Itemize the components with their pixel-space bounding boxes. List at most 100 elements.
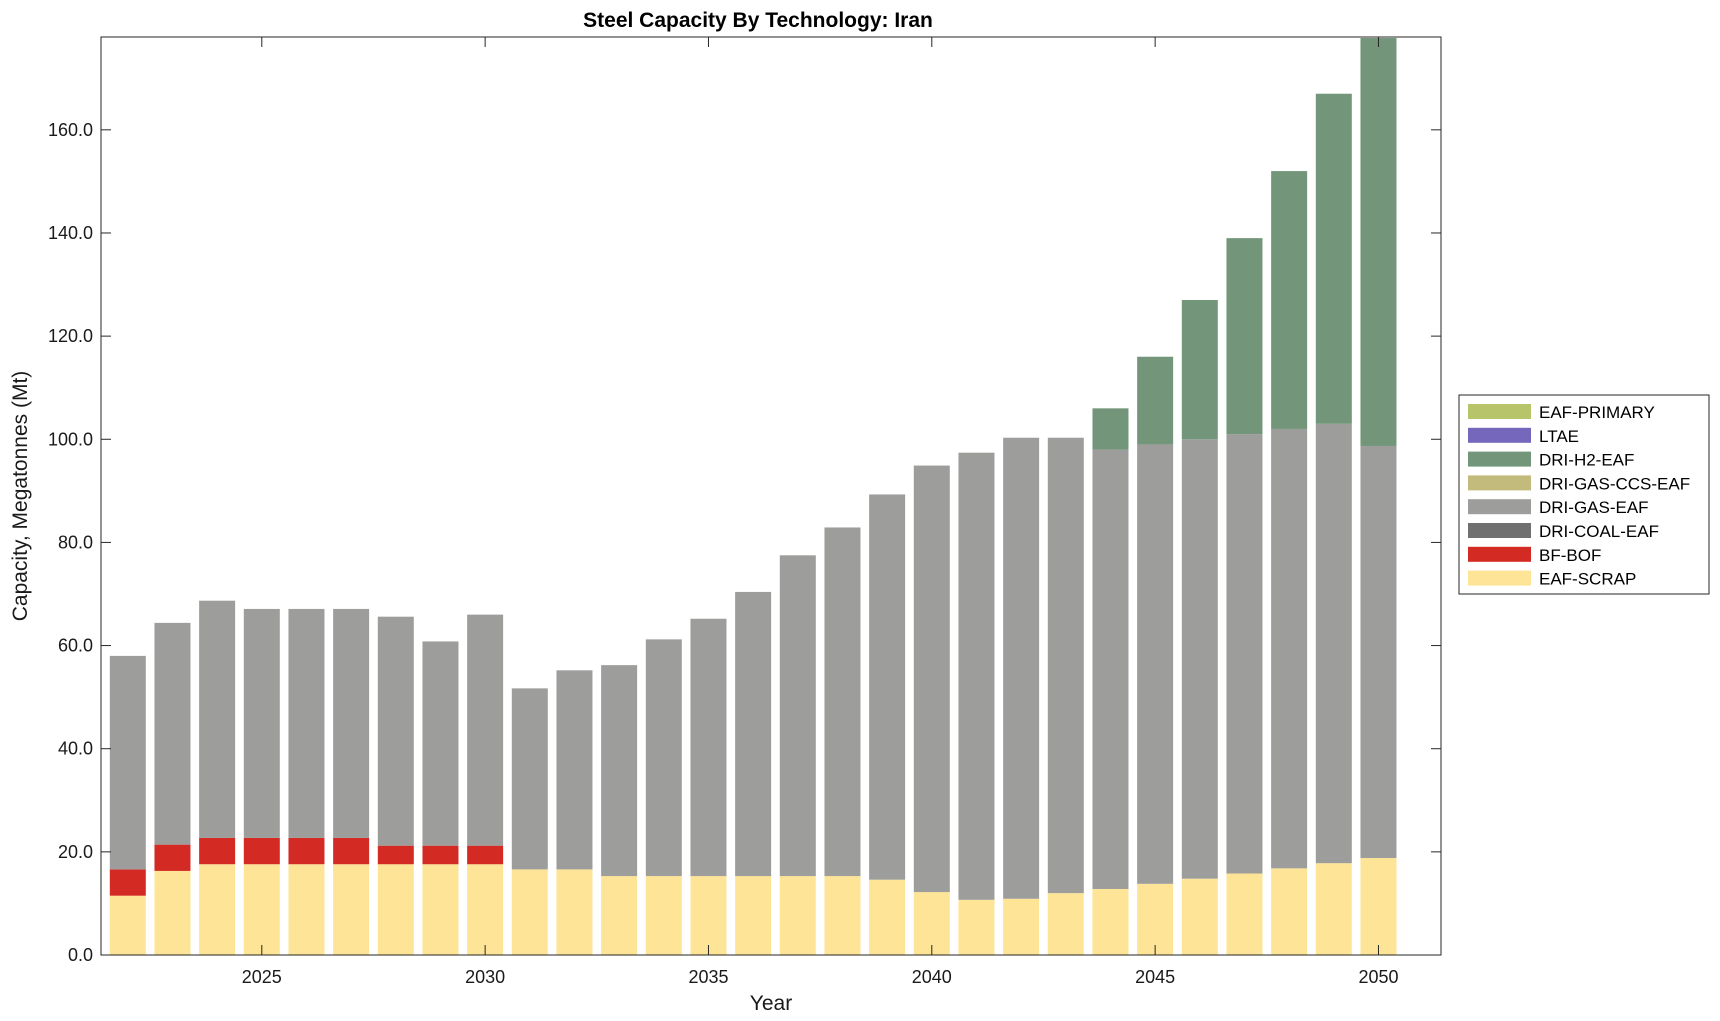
legend-label-dri-coal-eaf: DRI-COAL-EAF — [1539, 522, 1659, 541]
bar-dri-gas-eaf-2034 — [645, 639, 682, 877]
bar-dri-gas-eaf-2033 — [601, 665, 638, 877]
bar-dri-gas-eaf-2045 — [1137, 444, 1174, 884]
bar-dri-h2-eaf-2047 — [1226, 238, 1263, 435]
y-tick-label: 0.0 — [68, 945, 93, 965]
legend-label-eaf-scrap: EAF-SCRAP — [1539, 570, 1636, 589]
x-tick-label: 2030 — [465, 967, 505, 987]
bar-dri-gas-eaf-2047 — [1226, 434, 1263, 874]
x-tick-label: 2025 — [242, 967, 282, 987]
bar-eaf-scrap-2038 — [824, 876, 861, 955]
bar-dri-gas-eaf-2036 — [735, 591, 772, 877]
bar-bf-bof-2022 — [109, 869, 146, 896]
bar-eaf-scrap-2037 — [779, 876, 816, 955]
bar-dri-gas-eaf-2048 — [1271, 428, 1308, 869]
bar-dri-gas-eaf-2039 — [869, 494, 906, 880]
bar-dri-gas-eaf-2026 — [288, 608, 325, 838]
bar-dri-gas-eaf-2038 — [824, 527, 861, 877]
legend-label-eaf-primary: EAF-PRIMARY — [1539, 403, 1655, 422]
bar-bf-bof-2025 — [243, 837, 280, 865]
legend-swatch-bf-bof — [1468, 546, 1531, 562]
bar-dri-gas-eaf-2023 — [154, 622, 191, 845]
legend-swatch-dri-coal-eaf — [1468, 523, 1531, 538]
bar-dri-gas-eaf-2035 — [690, 618, 727, 877]
bar-dri-gas-eaf-2046 — [1181, 439, 1218, 879]
bar-dri-gas-eaf-2042 — [1003, 437, 1040, 899]
bar-dri-h2-eaf-2045 — [1137, 356, 1174, 445]
bar-eaf-scrap-2045 — [1137, 883, 1174, 955]
bar-eaf-scrap-2032 — [556, 869, 593, 955]
bar-bf-bof-2026 — [288, 837, 325, 865]
bar-dri-gas-eaf-2025 — [243, 608, 280, 838]
y-tick-label: 120.0 — [48, 326, 93, 346]
bar-dri-gas-eaf-2030 — [467, 614, 504, 846]
bar-dri-gas-eaf-2040 — [913, 465, 950, 893]
bar-bf-bof-2023 — [154, 844, 191, 871]
bar-dri-h2-eaf-2050 — [1360, 38, 1397, 446]
bar-dri-h2-eaf-2048 — [1271, 171, 1308, 429]
bar-eaf-scrap-2049 — [1315, 863, 1352, 955]
x-tick-label: 2050 — [1358, 967, 1398, 987]
bar-dri-gas-eaf-2022 — [109, 655, 146, 870]
bar-bf-bof-2024 — [199, 837, 236, 865]
bar-eaf-scrap-2033 — [601, 876, 638, 955]
bar-eaf-scrap-2028 — [377, 864, 414, 955]
bar-eaf-scrap-2035 — [690, 876, 727, 955]
bar-dri-gas-eaf-2041 — [958, 452, 995, 900]
bar-eaf-scrap-2029 — [422, 864, 459, 955]
bar-dri-gas-eaf-2029 — [422, 641, 459, 846]
x-tick-label: 2040 — [912, 967, 952, 987]
y-tick-label: 80.0 — [58, 532, 93, 552]
y-tick-label: 100.0 — [48, 429, 93, 449]
bar-eaf-scrap-2050 — [1360, 858, 1397, 955]
bar-eaf-scrap-2023 — [154, 870, 191, 955]
legend-label-dri-gas-ccs-eaf: DRI-GAS-CCS-EAF — [1539, 474, 1690, 493]
bar-bf-bof-2028 — [377, 845, 414, 865]
y-axis-label: Capacity, Megatonnes (Mt) — [9, 371, 32, 622]
bar-eaf-scrap-2039 — [869, 879, 906, 955]
bar-eaf-scrap-2030 — [467, 864, 504, 955]
bar-eaf-scrap-2026 — [288, 864, 325, 955]
y-tick-label: 140.0 — [48, 223, 93, 243]
bar-dri-h2-eaf-2046 — [1181, 300, 1218, 440]
bar-eaf-scrap-2048 — [1271, 868, 1308, 955]
bar-bf-bof-2029 — [422, 845, 459, 865]
legend-label-ltae: LTAE — [1539, 427, 1579, 446]
bar-dri-gas-eaf-2032 — [556, 670, 593, 870]
legend-swatch-eaf-primary — [1468, 404, 1531, 419]
y-tick-label: 160.0 — [48, 120, 93, 140]
bar-eaf-scrap-2043 — [1047, 893, 1084, 955]
y-axis-ticks: 0.0 20.0 40.0 60.0 80.0 100.0 120.0 140.0 160.0 — [48, 120, 1441, 965]
legend-swatch-eaf-scrap — [1468, 570, 1531, 586]
bar-dri-gas-eaf-2031 — [511, 688, 548, 870]
bar-dri-h2-eaf-2044 — [1092, 408, 1129, 450]
y-tick-label: 60.0 — [58, 636, 93, 656]
bar-eaf-scrap-2047 — [1226, 873, 1263, 955]
bar-dri-gas-eaf-2027 — [333, 608, 370, 838]
legend-swatch-ltae — [1468, 427, 1531, 443]
bar-dri-h2-eaf-2049 — [1315, 93, 1352, 424]
bar-eaf-scrap-2031 — [511, 869, 548, 955]
x-tick-label: 2035 — [688, 967, 728, 987]
legend-swatch-dri-h2-eaf — [1468, 451, 1531, 467]
legend-label-dri-h2-eaf: DRI-H2-EAF — [1539, 451, 1634, 470]
y-tick-label: 20.0 — [58, 842, 93, 862]
x-tick-label: 2045 — [1135, 967, 1175, 987]
bar-eaf-scrap-2044 — [1092, 888, 1129, 955]
bar-eaf-scrap-2046 — [1181, 878, 1218, 955]
bar-eaf-scrap-2040 — [913, 892, 950, 955]
bar-eaf-scrap-2041 — [958, 899, 995, 955]
bar-dri-gas-eaf-2044 — [1092, 449, 1129, 889]
bar-eaf-scrap-2042 — [1003, 898, 1040, 955]
bar-dri-gas-eaf-2037 — [779, 555, 816, 877]
plot-area-frame — [100, 36, 1442, 956]
legend-label-bf-bof: BF-BOF — [1539, 546, 1601, 565]
bar-eaf-scrap-2034 — [645, 876, 682, 955]
x-axis-label: Year — [750, 992, 792, 1015]
bar-dri-gas-eaf-2049 — [1315, 423, 1352, 864]
bar-dri-gas-eaf-2043 — [1047, 437, 1084, 894]
bar-dri-gas-eaf-2050 — [1360, 445, 1397, 859]
bar-eaf-scrap-2022 — [109, 895, 146, 955]
bar-dri-gas-eaf-2024 — [199, 600, 236, 838]
legend-swatch-dri-gas-eaf — [1468, 499, 1531, 515]
bars-group — [109, 38, 1397, 955]
